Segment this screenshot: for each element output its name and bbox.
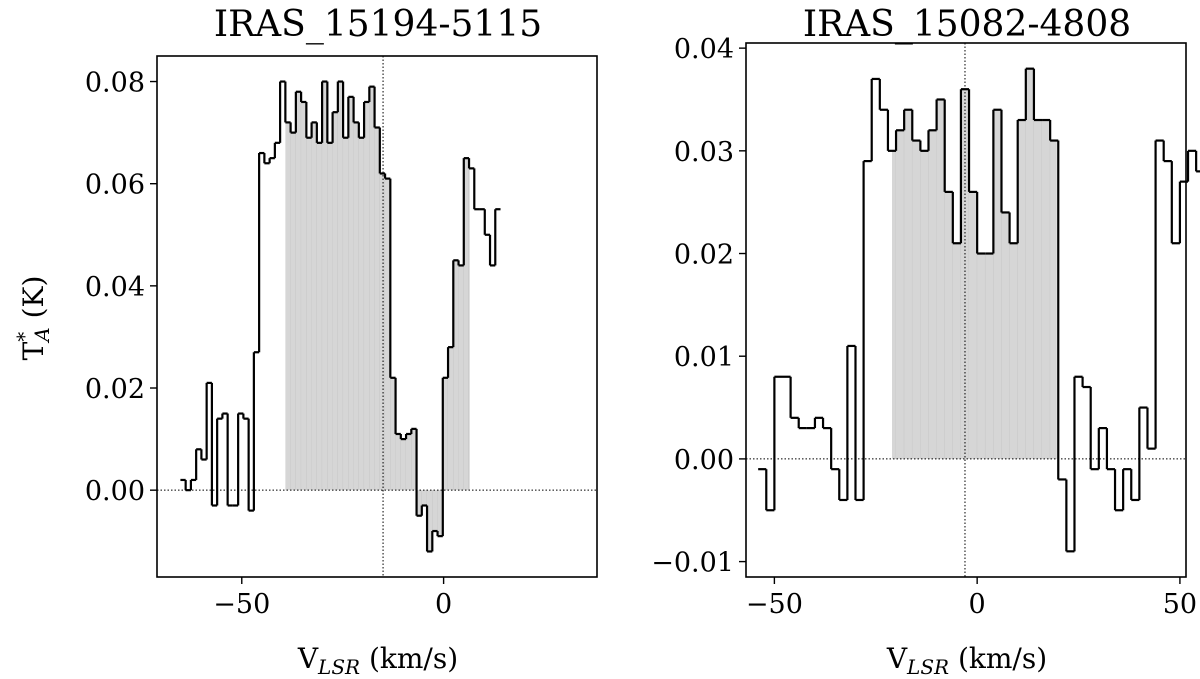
shaded-channel-bar: [437, 490, 443, 537]
panel-1-ylabel-sup: *: [12, 332, 36, 342]
shaded-channel-bar: [1033, 120, 1043, 459]
shaded-channel-bar: [1009, 243, 1018, 459]
shaded-channel-bar: [969, 191, 978, 459]
panel-1-shaded-area: [285, 81, 470, 552]
panel-1-xlabel-unit: (km/s): [360, 642, 458, 675]
shaded-channel-bar: [458, 265, 464, 491]
shaded-channel-bar: [385, 178, 391, 491]
shaded-channel-bar: [952, 243, 961, 459]
shaded-channel-bar: [448, 347, 454, 491]
panel-2-xlabel-unit: (km/s): [949, 642, 1047, 675]
shaded-channel-bar: [416, 490, 422, 516]
shaded-channel-bar: [920, 150, 929, 459]
panel-1-axes-frame: [156, 55, 598, 578]
shaded-channel-bar: [1025, 68, 1034, 459]
shaded-channel-bar: [295, 91, 302, 491]
shaded-channel-bar: [374, 127, 380, 491]
panel-2-xlabel-main: V: [886, 642, 908, 675]
shaded-channel-bar: [332, 112, 338, 491]
shaded-channel-bar: [311, 122, 317, 491]
shaded-channel-bar: [358, 137, 365, 491]
shaded-channel-bar: [306, 137, 312, 491]
shaded-channel-bar: [891, 150, 897, 459]
shaded-channel-bar: [912, 140, 921, 459]
panel-2-axes-frame: [745, 42, 1187, 578]
shaded-channel-bar: [364, 101, 370, 491]
shaded-channel-bar: [327, 142, 333, 491]
shaded-channel-bar: [369, 86, 375, 491]
y-tick-label: 0.04: [674, 34, 734, 65]
shaded-channel-bar: [411, 428, 417, 491]
y-tick-label: 0.02: [674, 240, 734, 271]
shaded-channel-bar: [353, 122, 359, 491]
panel-1-ticks: −50 0 0.00 0.02 0.04 0.06 0.08: [85, 68, 452, 620]
shaded-channel-bar: [463, 158, 470, 491]
shaded-channel-bar: [442, 377, 449, 491]
shaded-channel-bar: [1050, 140, 1057, 459]
panel-1-xlabel: VLSR (km/s): [297, 642, 458, 679]
panel-2-shaded-area: [891, 68, 1057, 459]
shaded-channel-bar: [406, 433, 412, 491]
panel-2-title: IRAS_15082-4808: [803, 4, 1131, 45]
x-tick-label: 0: [435, 589, 452, 620]
shaded-channel-bar: [944, 191, 953, 459]
shaded-channel-bar: [928, 130, 937, 459]
panel-2-xlabel-sub: LSR: [906, 655, 949, 679]
panel-1-title: IRAS_15194-5115: [214, 4, 542, 45]
shaded-channel-bar: [904, 109, 913, 459]
panel-2: IRAS_15082-4808 −50 0 50 −0.01 0.00 0.01 0.02 0…: [651, 4, 1200, 679]
panel-1-marks: [157, 56, 597, 577]
shaded-channel-bar: [337, 81, 344, 491]
shaded-channel-bar: [427, 490, 433, 552]
shaded-channel-bar: [1042, 120, 1051, 459]
y-tick-label: 0.01: [674, 342, 734, 373]
y-tick-label: 0.06: [85, 170, 145, 201]
shaded-channel-bar: [896, 130, 905, 459]
panel-1-ylabel-sub: A: [30, 327, 54, 343]
x-tick-label: −50: [213, 589, 270, 620]
shaded-channel-bar: [936, 99, 945, 459]
y-tick-label: −0.01: [651, 548, 734, 579]
shaded-channel-bar: [421, 490, 428, 506]
panel-1-ylabel-main: T: [17, 341, 50, 360]
panel-2-marks: [746, 43, 1200, 577]
y-tick-label: 0.00: [674, 445, 734, 476]
shaded-channel-bar: [343, 137, 349, 491]
panel-1: IRAS_15194-5115 −50 0 0.00 0.02 0.04 0.06 0.08…: [12, 4, 598, 679]
shaded-channel-bar: [348, 96, 354, 491]
x-tick-label: 50: [1163, 589, 1197, 620]
shaded-channel-bar: [395, 433, 401, 491]
shaded-channel-bar: [290, 132, 296, 491]
shaded-channel-bar: [316, 142, 323, 491]
shaded-channel-bar: [379, 173, 386, 491]
panel-1-xlabel-main: V: [297, 642, 319, 675]
panel-1-xlabel-sub: LSR: [317, 655, 360, 679]
shaded-channel-bar: [390, 377, 396, 491]
panel-1-ylabel: T*A (K): [12, 276, 54, 361]
shaded-channel-bar: [977, 253, 986, 459]
shaded-channel-bar: [322, 81, 328, 491]
shaded-channel-bar: [1017, 120, 1026, 459]
shaded-channel-bar: [285, 122, 291, 491]
x-tick-label: −50: [746, 589, 803, 620]
panel-2-ticks: −50 0 50 −0.01 0.00 0.01 0.02 0.03 0.04: [651, 34, 1197, 620]
y-tick-label: 0.04: [85, 272, 145, 303]
panel-2-xlabel: VLSR (km/s): [886, 642, 1047, 679]
y-tick-label: 0.02: [85, 374, 145, 405]
shaded-channel-bar: [993, 109, 1002, 459]
shaded-channel-bar: [432, 490, 438, 532]
y-tick-label: 0.03: [674, 137, 734, 168]
shaded-channel-bar: [301, 101, 307, 491]
shaded-channel-bar: [1001, 212, 1010, 459]
y-tick-label: 0.00: [85, 476, 145, 507]
shaded-channel-bar: [453, 260, 459, 491]
y-tick-label: 0.08: [85, 68, 145, 99]
shaded-channel-bar: [985, 253, 994, 459]
x-tick-label: 0: [969, 589, 986, 620]
shaded-channel-bar: [400, 439, 407, 491]
panel-1-ylabel-unit: (K): [17, 276, 50, 328]
